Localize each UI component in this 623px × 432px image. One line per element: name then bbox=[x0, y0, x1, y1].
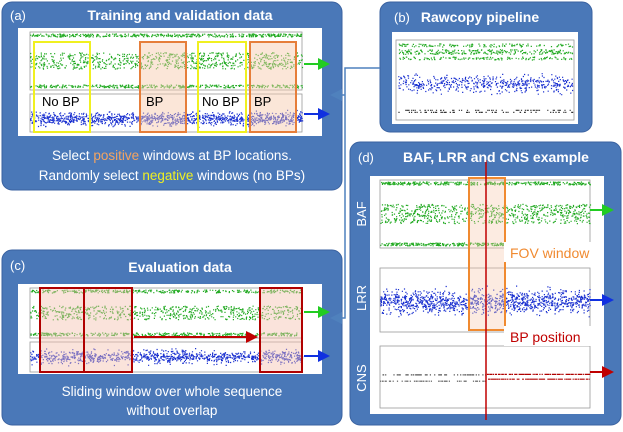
window-label: No BP bbox=[42, 94, 80, 109]
panel-label: (b) bbox=[394, 10, 410, 25]
track-label: CNS bbox=[354, 364, 369, 392]
figure: No BP BP No BP BP FOV window BP position… bbox=[0, 0, 623, 427]
caption: Select positive windows at BP locations. bbox=[52, 148, 292, 163]
caption: Sliding window over whole sequence bbox=[62, 384, 283, 399]
caption-highlight: negative bbox=[142, 168, 193, 183]
panel-title: Training and validation data bbox=[87, 7, 272, 23]
caption-text: Randomly select bbox=[39, 168, 143, 183]
sliding-window bbox=[84, 288, 132, 372]
bp-label: BP position bbox=[510, 329, 581, 345]
caption-highlight: positive bbox=[93, 148, 139, 163]
caption-text: windows at BP locations. bbox=[139, 148, 292, 163]
panel-label: (c) bbox=[10, 258, 25, 273]
panel-title: Evaluation data bbox=[128, 259, 232, 275]
caption: Randomly select negative windows (no BPs… bbox=[39, 168, 305, 183]
fov-window bbox=[469, 178, 505, 330]
caption: without overlap bbox=[126, 403, 218, 418]
track-label: BAF bbox=[354, 201, 369, 226]
positive-window bbox=[140, 42, 186, 132]
window-label: No BP bbox=[202, 94, 240, 109]
window-label: BP bbox=[254, 94, 271, 109]
panel-label: (a) bbox=[10, 8, 26, 23]
track-label: LRR bbox=[354, 285, 369, 311]
caption-text: Select bbox=[52, 148, 93, 163]
fov-label: FOV window bbox=[510, 245, 590, 261]
panel-title: Rawcopy pipeline bbox=[421, 9, 539, 25]
caption-text: windows (no BPs) bbox=[193, 168, 305, 183]
positive-window bbox=[250, 42, 296, 132]
panel-title: BAF, LRR and CNS example bbox=[403, 149, 589, 165]
sliding-window bbox=[40, 288, 84, 372]
sliding-window bbox=[260, 288, 302, 372]
window-label: BP bbox=[146, 94, 163, 109]
panel-label: (d) bbox=[358, 150, 374, 165]
